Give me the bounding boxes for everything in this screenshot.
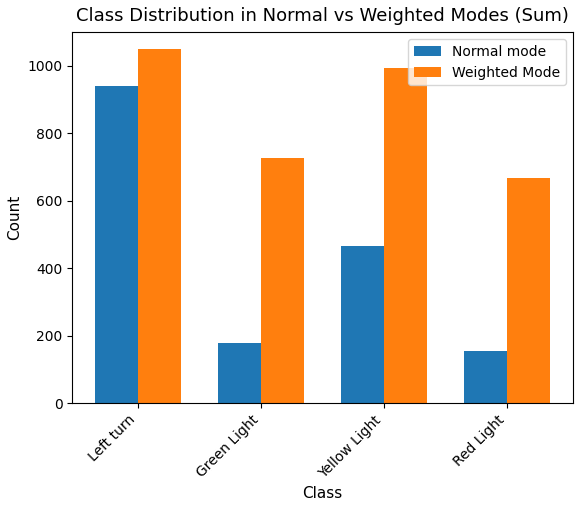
Legend: Normal mode, Weighted Mode: Normal mode, Weighted Mode — [408, 39, 566, 85]
Title: Class Distribution in Normal vs Weighted Modes (Sum): Class Distribution in Normal vs Weighted… — [76, 7, 569, 25]
X-axis label: Class: Class — [303, 486, 343, 501]
Bar — [384, 68, 427, 403]
Bar — [508, 178, 550, 403]
Bar — [95, 86, 138, 403]
Bar — [218, 343, 261, 403]
Y-axis label: Count: Count — [7, 195, 22, 240]
Bar — [341, 246, 384, 403]
Bar — [138, 49, 181, 403]
Bar — [261, 157, 304, 403]
Bar — [464, 351, 508, 403]
